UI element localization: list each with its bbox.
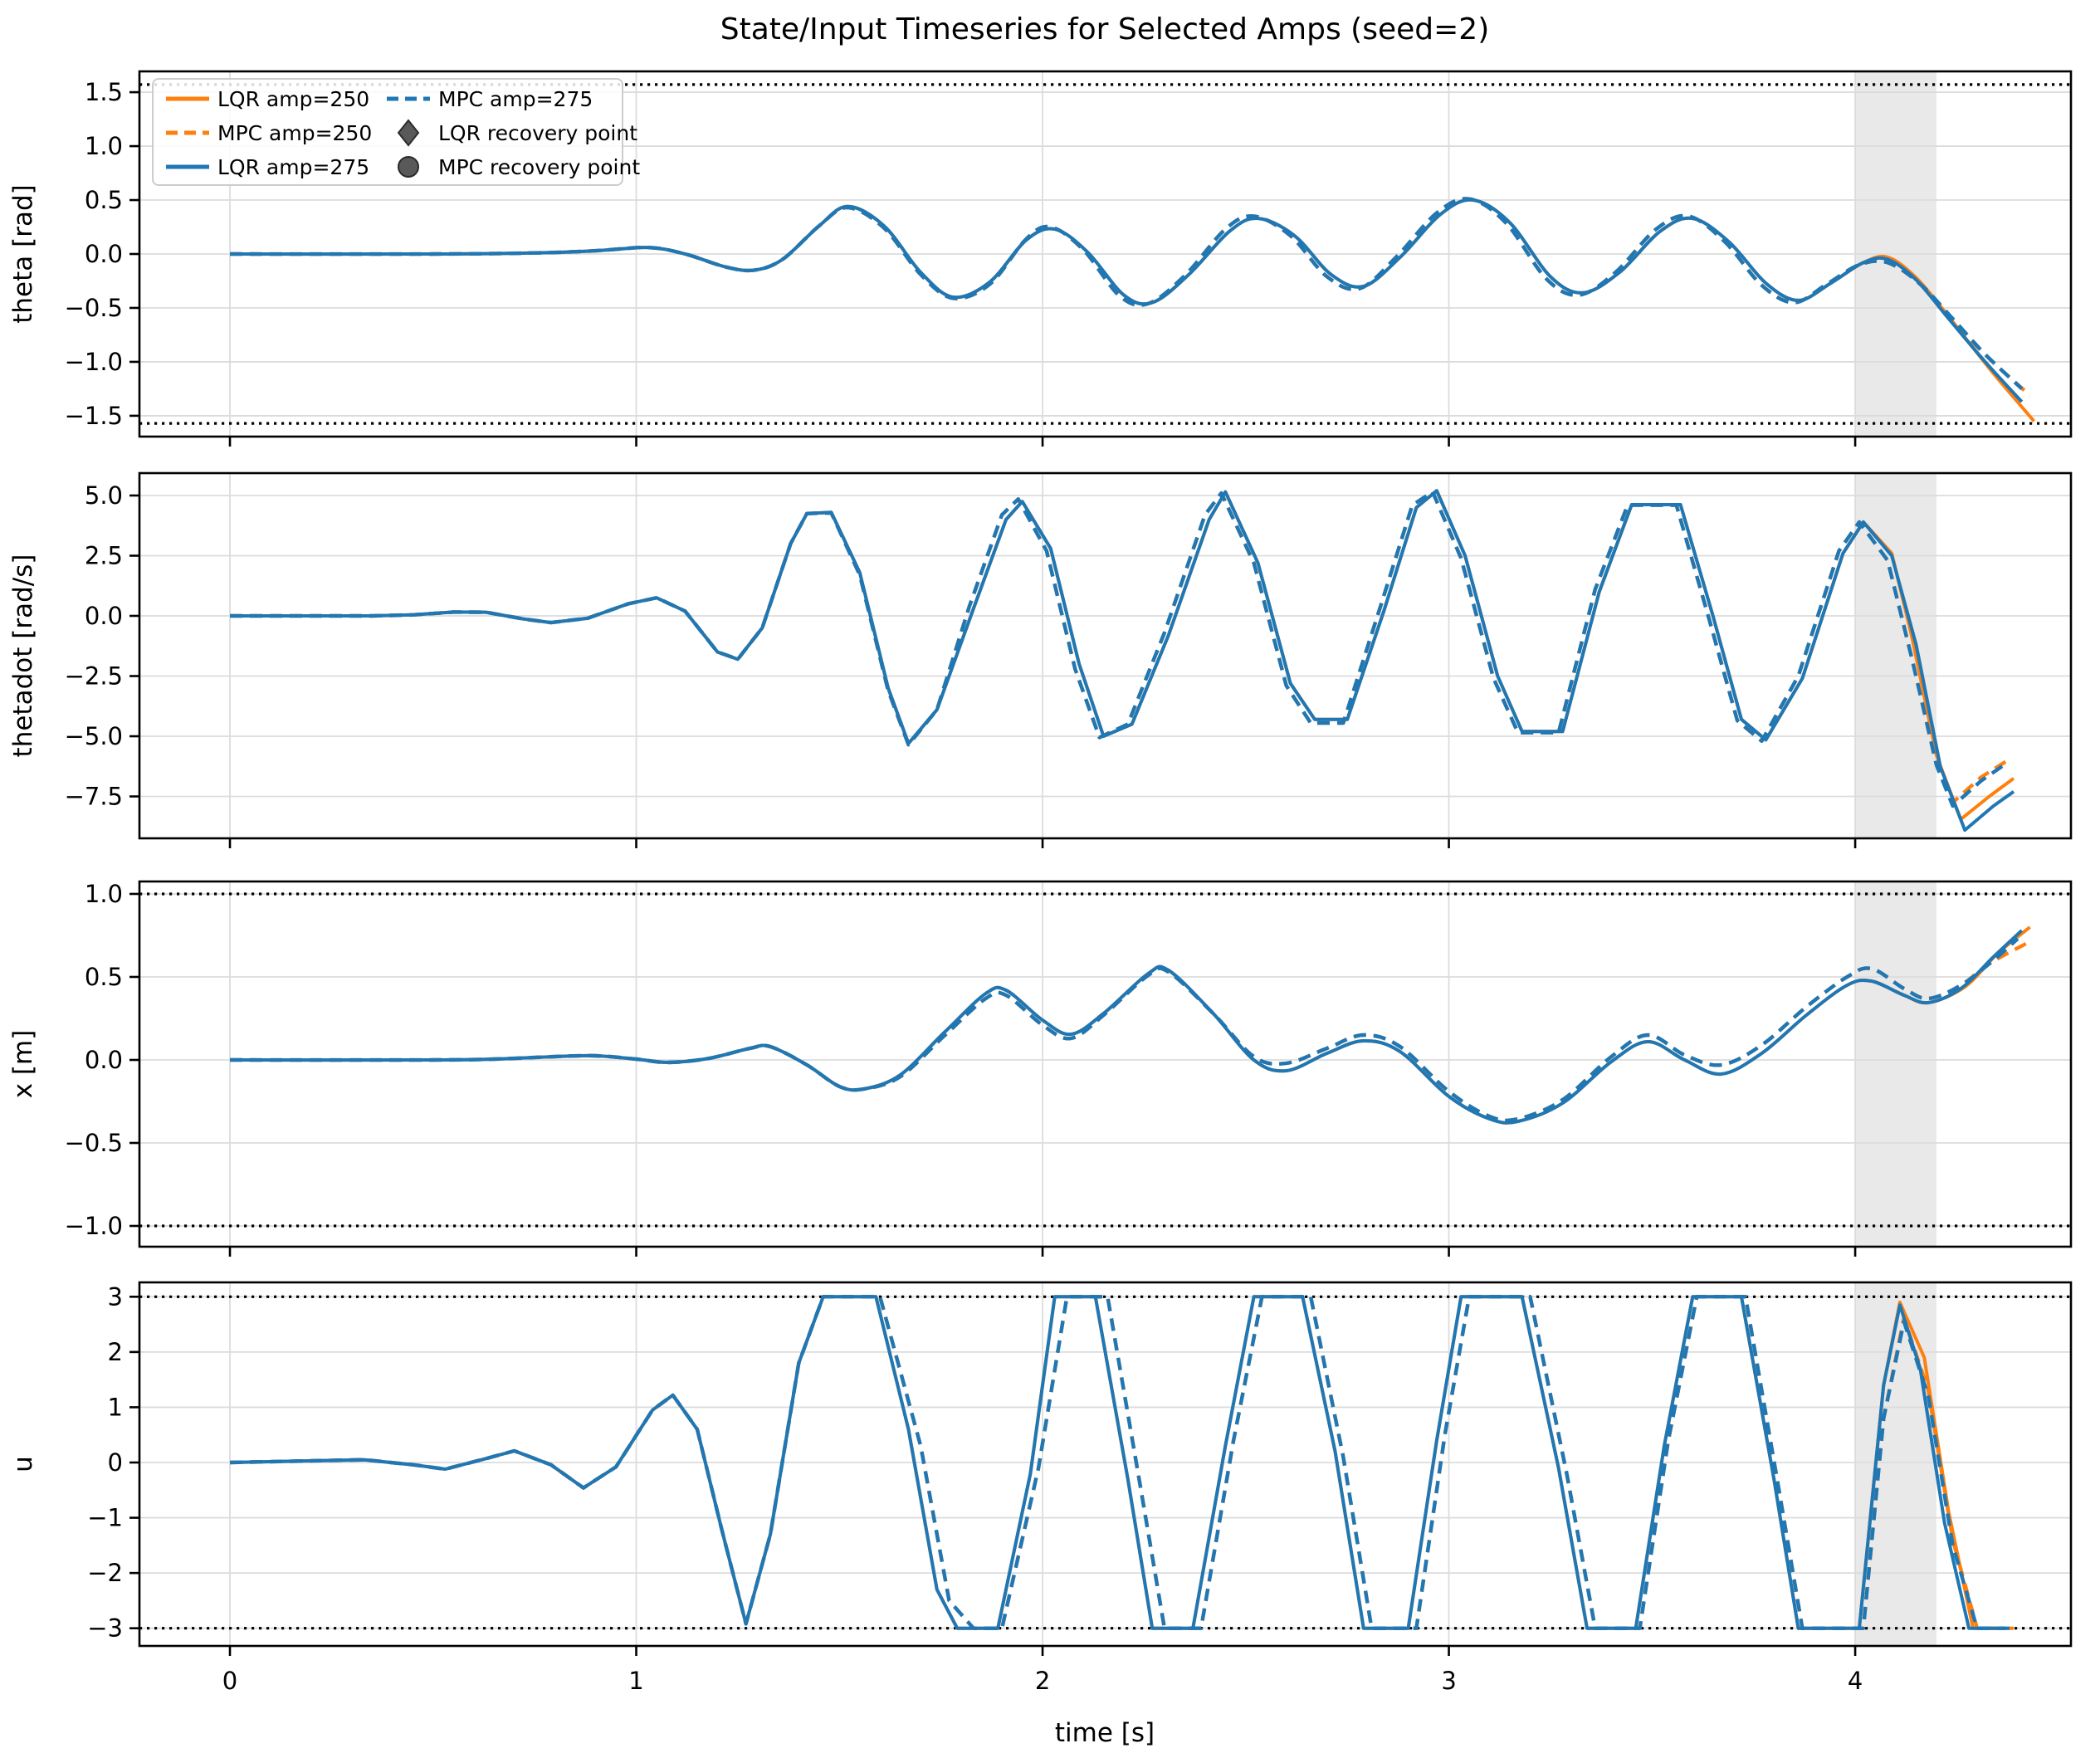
series-lqr-amp-250 [229, 925, 2031, 1125]
legend: LQR amp=250 MPC amp=250 LQR amp=275 MPC amp… [152, 78, 640, 186]
x-tick-label: 1 [628, 1667, 643, 1695]
legend-label: MPC recovery point [438, 155, 640, 179]
diamond-marker-icon [397, 119, 420, 147]
series-lqr-amp-275 [229, 1295, 2010, 1630]
y-tick-label: −2 [87, 1559, 123, 1587]
legend-label: LQR amp=275 [217, 155, 369, 179]
series-group [230, 489, 2015, 833]
y-tick-label: 3 [108, 1282, 123, 1311]
disturbance-band [1855, 1282, 1936, 1646]
series-lqr-amp-275 [229, 929, 2024, 1125]
y-tick-label: 0 [108, 1448, 123, 1477]
legend-entry: MPC amp=275 [387, 87, 593, 111]
series-group [229, 1295, 2014, 1630]
legend-box [152, 78, 623, 186]
legend-entry: LQR amp=250 [166, 87, 369, 111]
legend-entry: MPC amp=250 [166, 121, 372, 145]
y-tick-label: 0.0 [85, 1046, 123, 1074]
series-lqr-amp-250 [230, 489, 2015, 822]
disturbance-band [1855, 881, 1936, 1247]
y-tick-label: −5.0 [65, 722, 123, 750]
legend-label: LQR recovery point [438, 121, 637, 145]
y-tick-label: −1.0 [65, 348, 123, 376]
subplot-thetadot: 5.0 2.5 0.0 −2.5 −5.0 −7.5 thetadot [rad/s] [8, 471, 2073, 848]
y-tick-label: 1 [108, 1393, 123, 1421]
series-lqr-amp-275 [229, 198, 2024, 403]
series-mpc-amp-275 [229, 1295, 2006, 1630]
series-lqr-amp-275 [230, 489, 2015, 833]
axes-spines [138, 880, 2073, 1248]
series-mpc-amp-250 [230, 490, 2011, 804]
y-tick-label: −1 [87, 1504, 123, 1532]
subplot-x: 1.0 0.5 0.0 −0.5 −1.0 x [m] [8, 880, 2073, 1257]
x-tick-label: 2 [1035, 1667, 1050, 1695]
y-tick-label: −1.0 [65, 1212, 123, 1240]
series-group [229, 197, 2036, 422]
x-tick-label: 3 [1441, 1667, 1456, 1695]
y-tick-label: −0.5 [65, 294, 123, 322]
chart-title: State/Input Timeseries for Selected Amps… [720, 12, 1490, 46]
y-tick-label: −7.5 [65, 783, 123, 811]
axes-spines [138, 1281, 2073, 1648]
y-tick-label: −0.5 [65, 1129, 123, 1157]
y-tick-label: −1.5 [65, 402, 123, 430]
subplot-u: 3 2 1 0 −1 −2 −3 0 1 2 3 4 u [8, 1281, 2073, 1695]
y-tick-label: 0.0 [85, 602, 123, 630]
y-axis-label-thetadot: thetadot [rad/s] [8, 554, 38, 758]
subplot-theta: 1.5 1.0 0.5 0.0 −0.5 −1.0 −1.5 theta [rad] [8, 70, 2073, 447]
circle-marker-icon [398, 156, 419, 178]
legend-label: LQR amp=250 [217, 87, 369, 111]
x-axis-label: time [s] [1055, 1718, 1155, 1748]
y-tick-label: −2.5 [65, 662, 123, 691]
series-lqr-amp-250 [229, 198, 2036, 422]
series-mpc-amp-250 [229, 942, 2027, 1123]
series-mpc-amp-275 [229, 937, 2019, 1123]
legend-entry: MPC recovery point [398, 155, 640, 179]
x-tick-label: 4 [1848, 1667, 1863, 1695]
y-tick-label: 0.5 [85, 963, 123, 991]
y-axis-label-x: x [m] [8, 1030, 38, 1099]
y-axis-label-theta: theta [rad] [8, 184, 38, 324]
y-tick-label: −3 [87, 1614, 123, 1643]
axes-spines [138, 471, 2073, 840]
series-group [229, 925, 2031, 1125]
series-mpc-amp-250 [229, 197, 2032, 397]
y-tick-label: 1.5 [85, 78, 123, 106]
legend-label: MPC amp=275 [438, 87, 593, 111]
legend-entry: LQR amp=275 [166, 155, 369, 179]
plots-group: 1.5 1.0 0.5 0.0 −0.5 −1.0 −1.5 theta [rad] 5.0 2.… [8, 70, 2073, 1695]
y-tick-label: 1.0 [85, 132, 123, 160]
y-tick-label: 2.5 [85, 541, 123, 569]
y-tick-label: 0.5 [85, 186, 123, 214]
y-tick-label: 1.0 [85, 880, 123, 908]
y-tick-label: 5.0 [85, 481, 123, 510]
x-tick-label: 0 [222, 1667, 237, 1695]
series-mpc-amp-275 [230, 490, 2007, 808]
series-mpc-amp-275 [229, 197, 2024, 391]
legend-label: MPC amp=250 [217, 121, 372, 145]
y-tick-label: 2 [108, 1338, 123, 1366]
y-axis-label-u: u [8, 1456, 38, 1472]
y-tick-label: 0.0 [85, 240, 123, 268]
legend-entry: LQR recovery point [397, 119, 637, 147]
